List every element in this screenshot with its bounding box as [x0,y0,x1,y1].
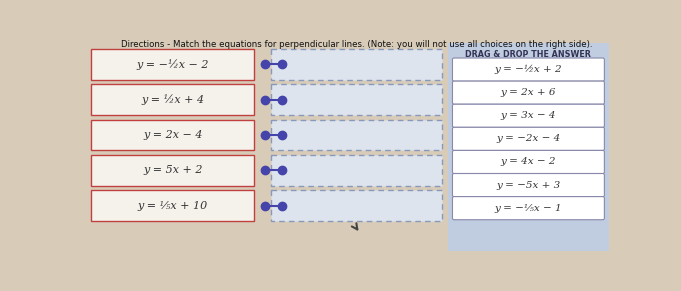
FancyBboxPatch shape [448,42,609,251]
Text: y = 4x − 2: y = 4x − 2 [501,157,556,166]
FancyBboxPatch shape [452,173,604,197]
FancyBboxPatch shape [271,191,441,221]
FancyBboxPatch shape [452,127,604,150]
Text: DRAG & DROP THE ANSWER: DRAG & DROP THE ANSWER [466,49,591,58]
FancyBboxPatch shape [452,81,604,104]
FancyBboxPatch shape [271,120,441,150]
Text: Directions - Match the equations for perpendicular lines. (Note: you will not us: Directions - Match the equations for per… [121,40,592,49]
FancyBboxPatch shape [91,191,254,221]
Text: y = 5x + 2: y = 5x + 2 [143,166,202,175]
FancyBboxPatch shape [271,84,441,115]
FancyBboxPatch shape [452,197,604,220]
Text: y = −5x + 3: y = −5x + 3 [496,181,560,189]
FancyBboxPatch shape [91,120,254,150]
FancyBboxPatch shape [91,155,254,186]
FancyBboxPatch shape [91,84,254,115]
FancyBboxPatch shape [271,49,441,79]
Text: y = −⅕x − 1: y = −⅕x − 1 [494,204,563,213]
FancyBboxPatch shape [91,49,254,79]
FancyBboxPatch shape [452,104,604,127]
Text: y = 2x − 4: y = 2x − 4 [143,130,202,140]
FancyBboxPatch shape [452,58,604,81]
Text: y = 2x + 6: y = 2x + 6 [501,88,556,97]
Text: y = ½x + 4: y = ½x + 4 [141,94,204,105]
FancyBboxPatch shape [452,150,604,173]
Text: y = −½x + 2: y = −½x + 2 [494,65,563,74]
Text: y = ⅕x + 10: y = ⅕x + 10 [138,201,208,211]
Text: y = −½x − 2: y = −½x − 2 [136,59,209,70]
Text: y = 3x − 4: y = 3x − 4 [501,111,556,120]
Text: y = −2x − 4: y = −2x − 4 [496,134,560,143]
FancyBboxPatch shape [271,155,441,186]
